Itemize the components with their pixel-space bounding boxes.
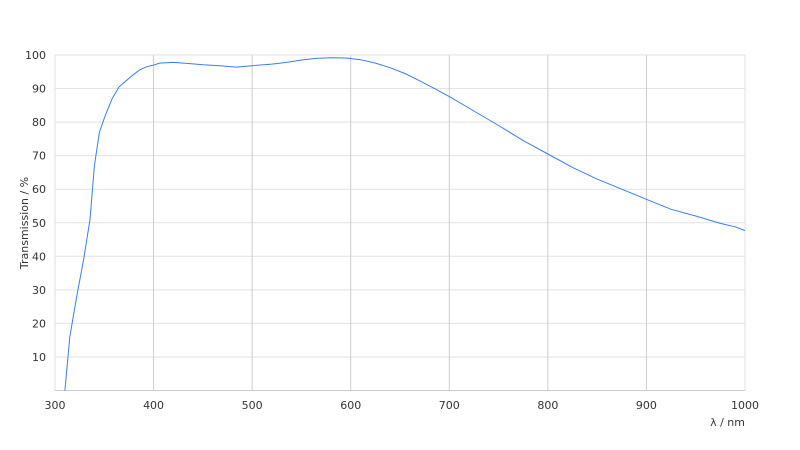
x-axis-label: λ / nm [710, 416, 745, 429]
x-tick-label: 300 [45, 399, 66, 412]
y-tick-label: 50 [32, 217, 46, 230]
y-tick-label: 90 [32, 83, 46, 96]
y-tick-label: 30 [32, 284, 46, 297]
y-tick-label: 70 [32, 150, 46, 163]
y-tick-label: 10 [32, 351, 46, 364]
tick-labels: 10 20 30 40 50 60 70 80 90 100 300 400 500 600 700 800 9… [25, 49, 759, 412]
series-line [64, 57, 746, 391]
y-tick-label: 100 [25, 49, 46, 62]
y-tick-label: 80 [32, 116, 46, 129]
x-tick-label: 900 [636, 399, 657, 412]
x-tick-label: 1000 [731, 399, 759, 412]
y-axis-label: Transmission / % [18, 177, 31, 270]
x-tick-label: 500 [242, 399, 263, 412]
x-tick-label: 800 [537, 399, 558, 412]
y-tick-label: 40 [32, 250, 46, 263]
x-tick-label: 400 [143, 399, 164, 412]
grid [54, 54, 746, 391]
y-tick-label: 20 [32, 317, 46, 330]
x-tick-label: 600 [340, 399, 361, 412]
x-tick-label: 700 [439, 399, 460, 412]
y-tick-label: 60 [32, 183, 46, 196]
